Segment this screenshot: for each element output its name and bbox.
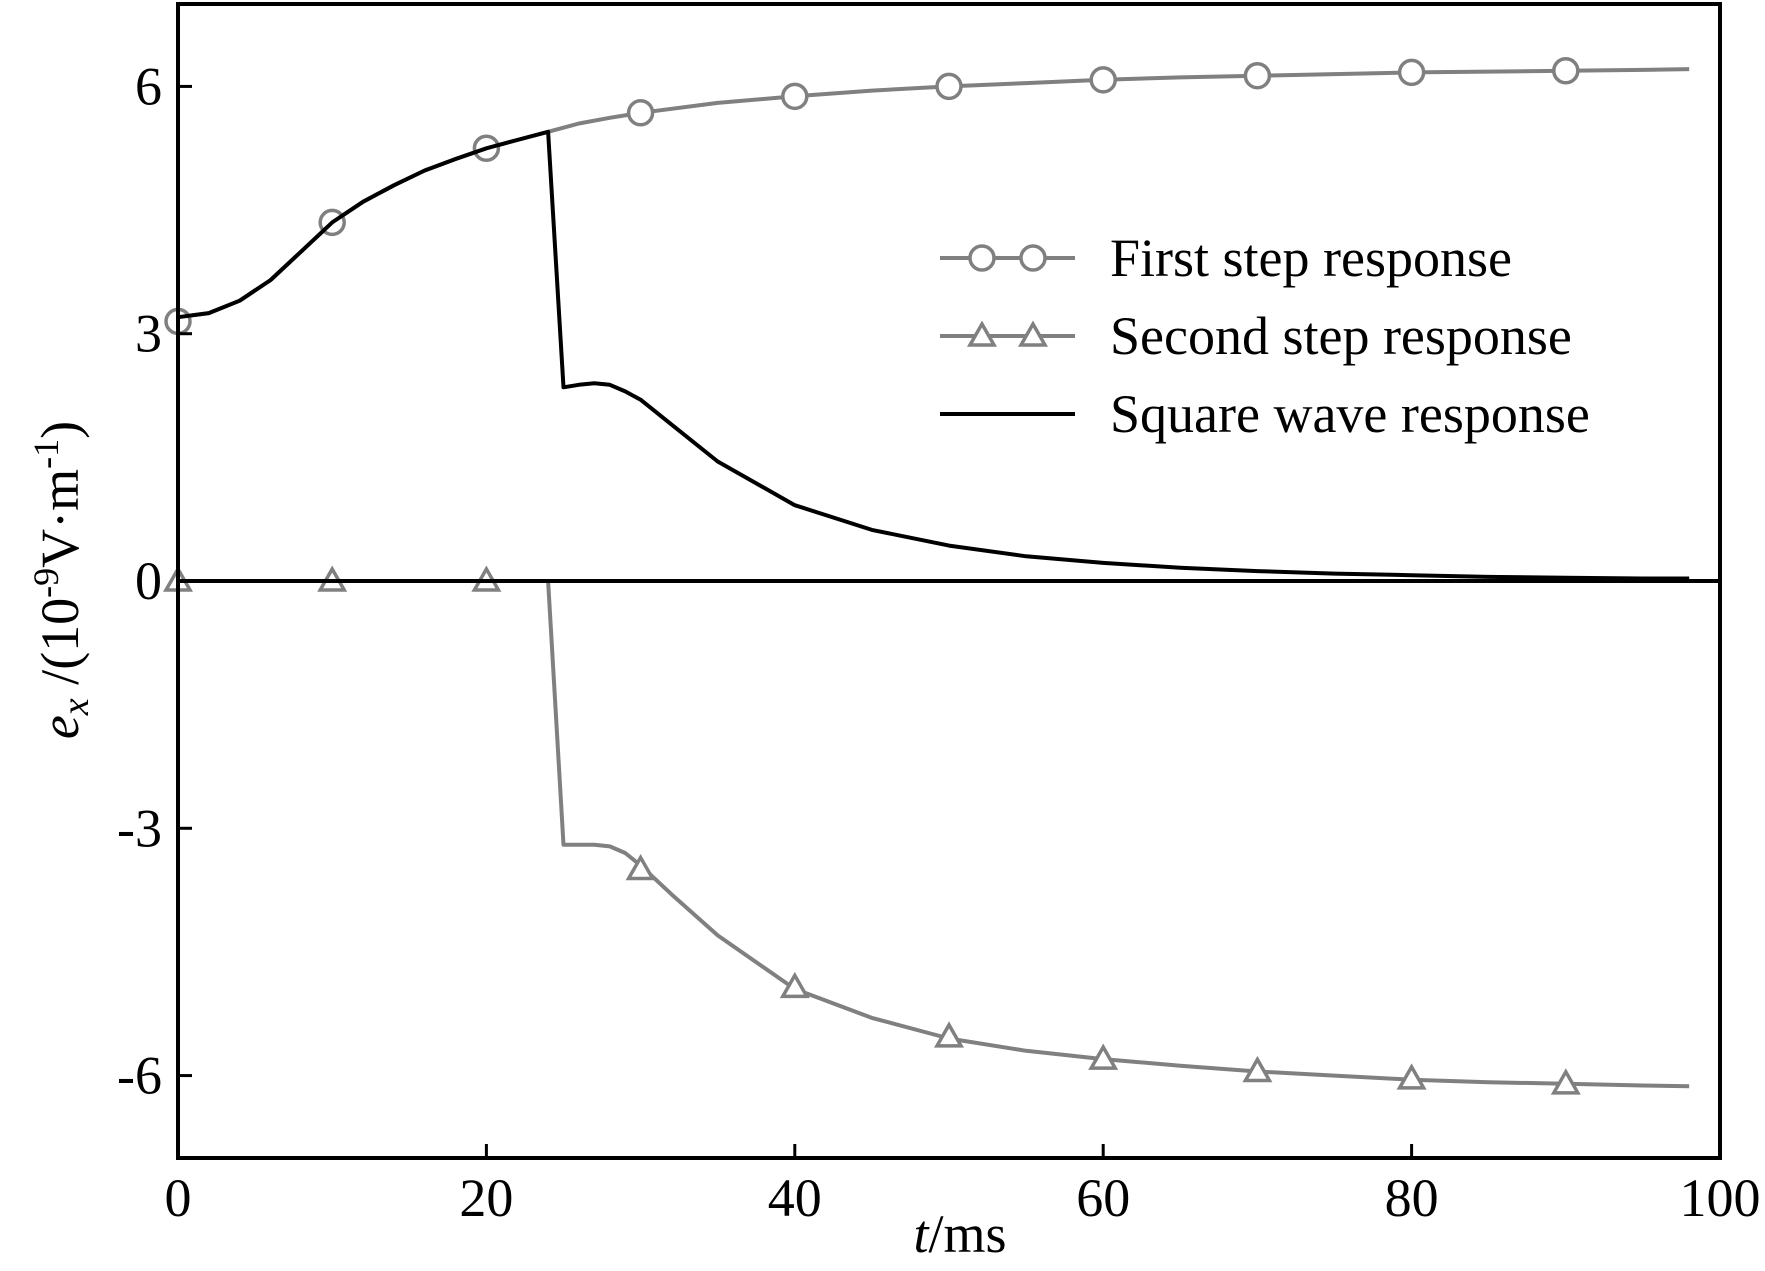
legend-label: Second step response: [1110, 306, 1572, 366]
ticks-layer: 0 20 40 60 80 100 -6 -3 0 3 6: [117, 56, 1760, 1228]
legend-marker: [1017, 320, 1049, 347]
series-second-step-response: [162, 565, 1690, 1095]
legend-item-second-step-response: Second step response: [940, 306, 1572, 366]
first-step-response-marker: [1397, 58, 1426, 87]
y-tick-label: -6: [117, 1046, 162, 1106]
first-step-response-marker: [935, 72, 963, 101]
x-axis-label: t/ms: [913, 1204, 1006, 1264]
legend-marker: [966, 320, 998, 347]
y-axis-label: ex /(10-9V·m-1): [26, 421, 97, 739]
y-tick-label: 6: [135, 56, 162, 116]
legend-item-square-wave-response: Square wave response: [940, 384, 1590, 444]
x-tick-label: 40: [768, 1168, 822, 1228]
second-step-response-marker: [1242, 1055, 1273, 1083]
first-step-response-marker: [626, 99, 655, 127]
y-tick-label: -3: [117, 798, 162, 858]
x-tick-label: 100: [1680, 1168, 1761, 1228]
first-step-response-marker: [1089, 66, 1117, 94]
series-first-step-response: [164, 57, 1690, 336]
second-step-response-marker: [1550, 1068, 1581, 1095]
x-tick-label: 20: [459, 1168, 513, 1228]
second-step-response-marker: [933, 1021, 965, 1048]
second-step-response-marker: [1396, 1063, 1427, 1090]
legend-marker: [1019, 244, 1047, 272]
legend-label: First step response: [1110, 228, 1512, 288]
first-step-response-marker: [1552, 57, 1580, 85]
legend: First step response Second step response S…: [940, 228, 1590, 444]
first-step-response-marker: [1243, 61, 1272, 90]
x-tick-label: 60: [1076, 1168, 1130, 1228]
square-wave-response-line: [177, 129, 1690, 581]
legend-marker: [968, 244, 996, 272]
legend-label: Square wave response: [1110, 384, 1590, 444]
x-tick-label: 0: [165, 1168, 192, 1228]
series-layer: [162, 57, 1690, 1095]
second-step-response-marker: [779, 971, 810, 999]
x-tick-label: 80: [1385, 1168, 1439, 1228]
y-tick-label: 0: [135, 551, 162, 611]
second-step-response-marker: [625, 853, 656, 881]
y-tick-label: 3: [135, 304, 162, 364]
first-step-response-marker: [781, 82, 809, 111]
series-square-wave-response: [177, 129, 1690, 581]
legend-item-first-step-response: First step response: [940, 228, 1512, 288]
second-step-response-marker: [1088, 1043, 1119, 1070]
second-step-response-line: [178, 579, 1690, 1089]
